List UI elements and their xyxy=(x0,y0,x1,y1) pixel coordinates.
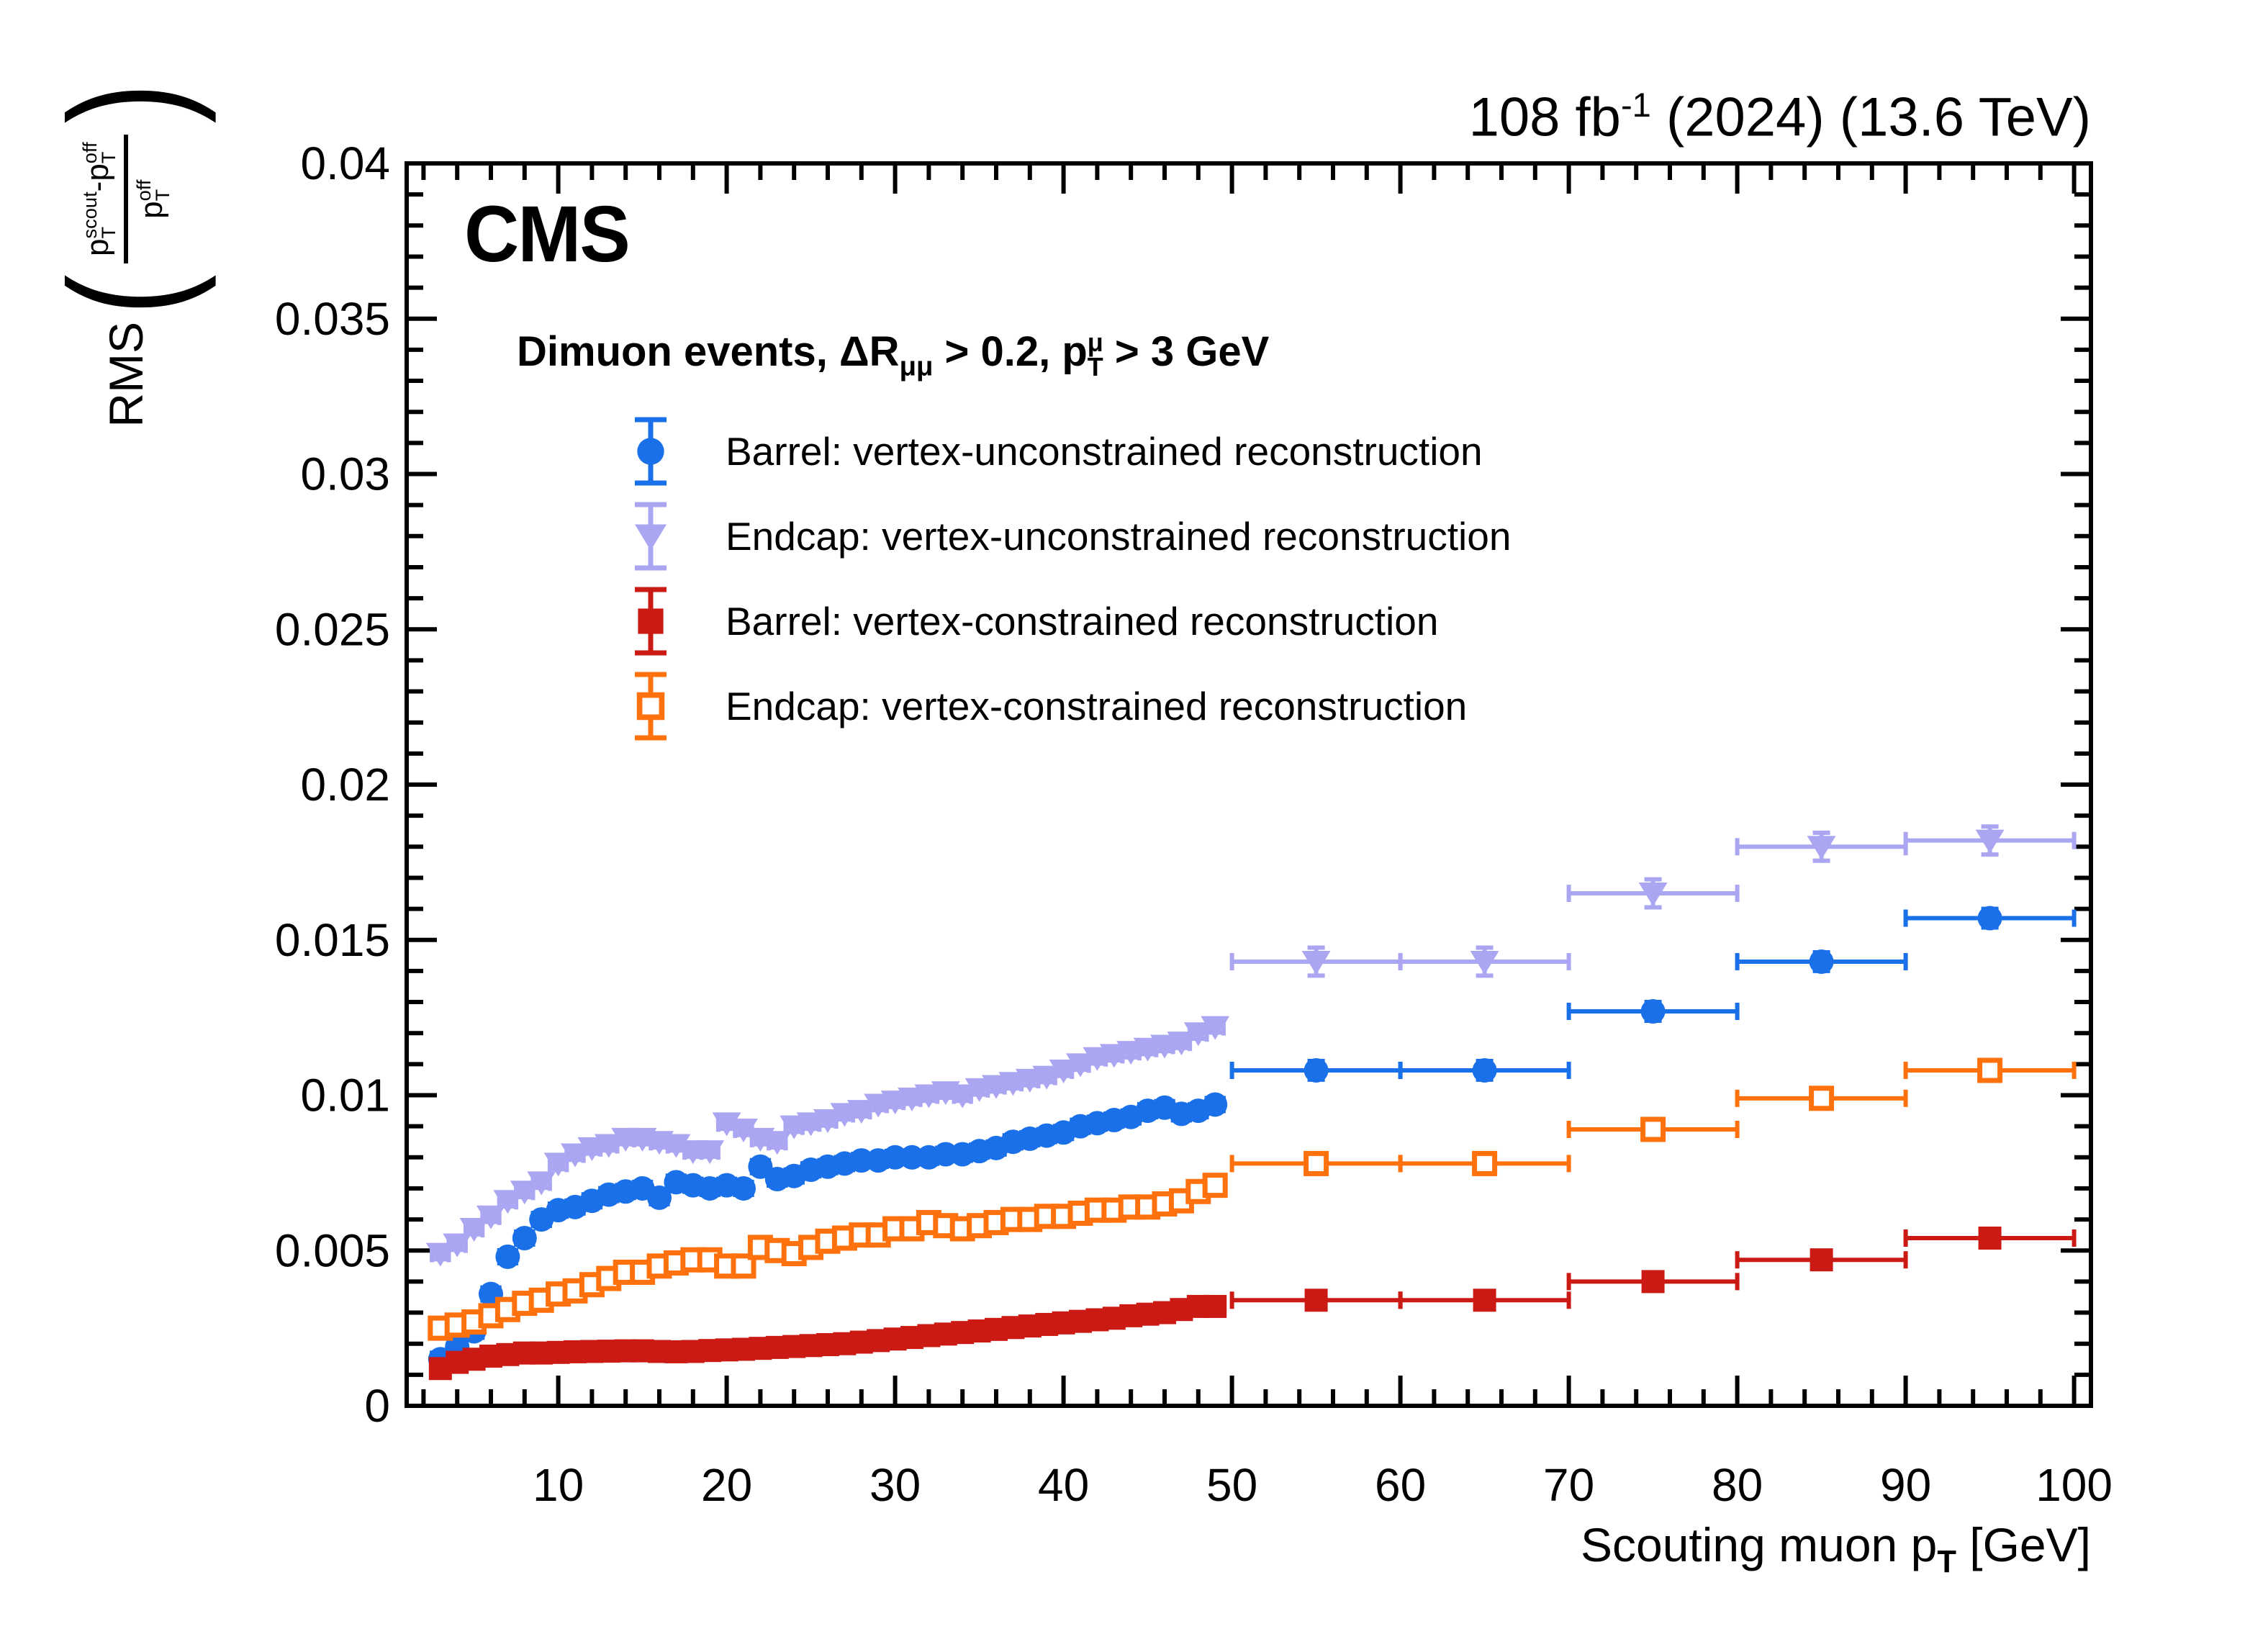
svg-text:40: 40 xyxy=(1038,1459,1089,1511)
svg-text:10: 10 xyxy=(533,1459,584,1511)
pt-mu-superscript: μ xyxy=(1087,327,1103,357)
delta-r-symbol: ΔR xyxy=(839,328,900,375)
svg-text:90: 90 xyxy=(1880,1459,1931,1511)
legend-item-barrel-unconstrained: Barrel: vertex-unconstrained reconstruct… xyxy=(618,409,1511,494)
barrel-unconstrained-marker-icon xyxy=(635,417,667,486)
legend-item-endcap-constrained: Endcap: vertex-constrained reconstructio… xyxy=(618,664,1511,749)
legend-label: Barrel: vertex-unconstrained reconstruct… xyxy=(726,429,1483,474)
open-paren: ( xyxy=(35,274,217,315)
svg-text:0.01: 0.01 xyxy=(300,1070,390,1121)
close-paren: ) xyxy=(35,83,217,124)
svg-text:0.035: 0.035 xyxy=(275,293,390,345)
legend-item-endcap-unconstrained: Endcap: vertex-unconstrained reconstruct… xyxy=(618,494,1511,579)
svg-text:0.005: 0.005 xyxy=(275,1224,390,1276)
svg-text:0.02: 0.02 xyxy=(300,759,390,811)
legend: Barrel: vertex-unconstrained reconstruct… xyxy=(618,409,1511,749)
x-title-units: [GeV] xyxy=(1956,1518,2091,1571)
lumi-exponent: -1 xyxy=(1620,86,1651,124)
endcap-constrained-marker-icon xyxy=(635,672,667,741)
cms-label: CMS xyxy=(464,190,631,279)
subtitle-text-3: > 3 GeV xyxy=(1103,328,1270,375)
barrel-constrained-marker-icon xyxy=(635,587,667,656)
x-title-subscript: T xyxy=(1937,1545,1956,1580)
svg-text:20: 20 xyxy=(701,1459,752,1511)
lumi-value: 108 fb xyxy=(1468,86,1621,148)
subtitle-text-1: Dimuon events, xyxy=(517,328,839,375)
svg-text:0.025: 0.025 xyxy=(275,603,390,655)
svg-text:80: 80 xyxy=(1712,1459,1763,1511)
svg-text:0: 0 xyxy=(364,1380,390,1432)
y-axis-title: RMS ( p scout T -p off T p off T ) xyxy=(25,58,227,446)
legend-label: Endcap: vertex-constrained reconstructio… xyxy=(726,684,1468,728)
delta-r-subscript: μμ xyxy=(899,351,934,382)
fraction-numerator: p scout T -p off T xyxy=(78,135,128,263)
x-title-text: Scouting muon p xyxy=(1580,1518,1938,1571)
rms-text: RMS xyxy=(99,321,153,428)
endcap-unconstrained-marker-icon xyxy=(635,502,667,571)
fraction-denominator: p off T xyxy=(132,179,174,219)
svg-text:0.03: 0.03 xyxy=(300,448,390,500)
pt-resolution-fraction: p scout T -p off T p off T xyxy=(78,135,174,263)
svg-text:60: 60 xyxy=(1375,1459,1426,1511)
svg-text:30: 30 xyxy=(869,1459,921,1511)
legend-item-barrel-constrained: Barrel: vertex-constrained reconstructio… xyxy=(618,579,1511,664)
lumi-energy-header: 108 fb-1 (2024) (13.6 TeV) xyxy=(1469,85,2091,148)
subtitle-text-2: > 0.2, p xyxy=(933,328,1088,375)
svg-text:100: 100 xyxy=(2036,1459,2113,1511)
svg-text:50: 50 xyxy=(1206,1459,1257,1511)
legend-label: Barrel: vertex-constrained reconstructio… xyxy=(726,599,1439,644)
legend-label: Endcap: vertex-unconstrained reconstruct… xyxy=(726,514,1512,559)
pt-t-subscript: T xyxy=(1087,351,1103,382)
x-axis-title: Scouting muon pT [GeV] xyxy=(1581,1517,2091,1580)
svg-text:0.015: 0.015 xyxy=(275,914,390,966)
svg-text:0.04: 0.04 xyxy=(300,137,390,189)
svg-text:70: 70 xyxy=(1543,1459,1594,1511)
energy-value: (2024) (13.6 TeV) xyxy=(1650,86,2091,148)
